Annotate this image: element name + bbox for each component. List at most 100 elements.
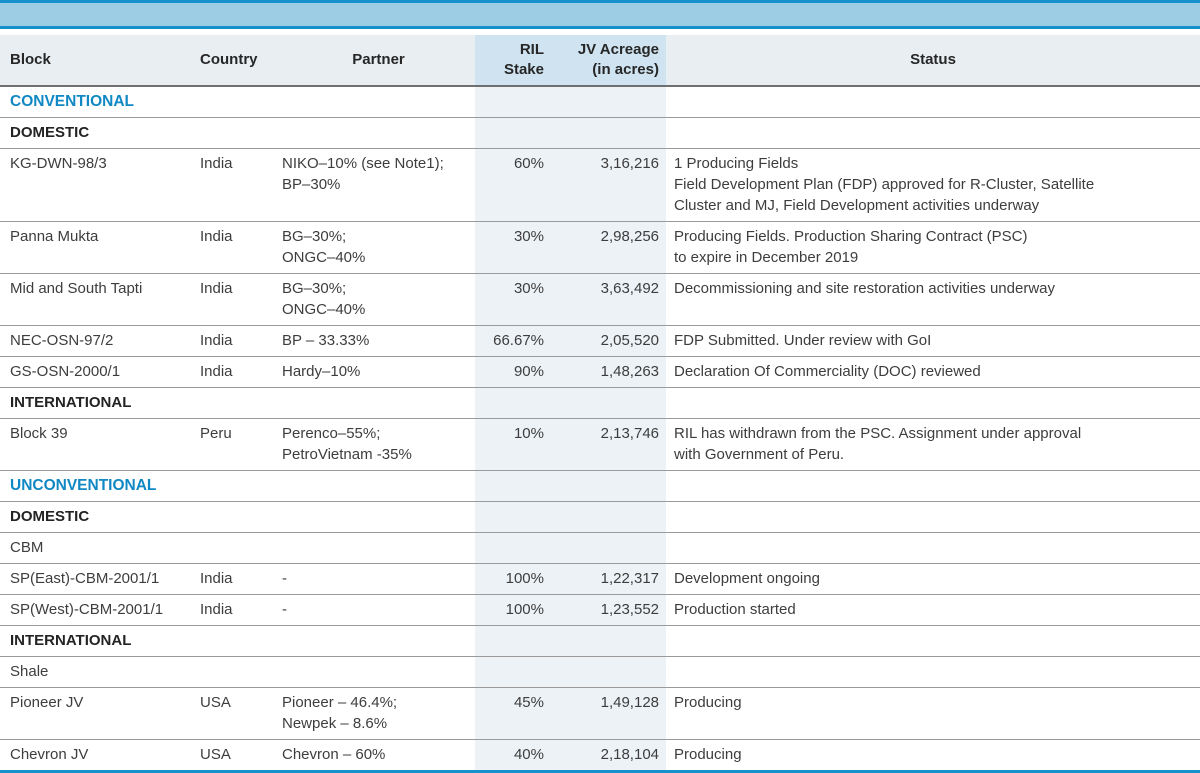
cell-partner: Pioneer – 46.4%; Newpek – 8.6% — [282, 687, 475, 740]
table-row: Chevron JV USA Chevron – 60% 40% 2,18,104 Pro… — [0, 739, 1200, 771]
cell-jv-acreage: 2,98,256 — [552, 221, 666, 274]
cell-ril-stake: 30% — [475, 273, 552, 326]
cell-ril-stake-line: 66.67% — [493, 332, 544, 349]
cell-ril-stake-line: 30% — [513, 280, 544, 297]
cell-country-line: USA — [200, 694, 231, 711]
cell-partner: - — [282, 563, 475, 595]
cell-status-line: Producing — [674, 746, 742, 763]
section-label-line: INTERNATIONAL — [10, 394, 132, 411]
cell-country: India — [197, 594, 282, 626]
cell-block-line: SP(West)-CBM-2001/1 — [10, 601, 164, 618]
cell-jv-acreage — [552, 470, 666, 502]
cell-partner-line: Newpek – 8.6% — [282, 715, 388, 732]
cell-status: Production started — [666, 594, 1200, 626]
section-label-line: UNCONVENTIONAL — [10, 477, 157, 494]
section-label: Shale — [0, 656, 475, 688]
cell-status — [666, 117, 1200, 149]
cell-status — [666, 470, 1200, 502]
cell-partner: Hardy–10% — [282, 356, 475, 388]
cell-country-line: India — [200, 280, 233, 297]
column-header-jv-acreage: JV Acreage (in acres) — [552, 35, 666, 87]
cell-block: SP(East)-CBM-2001/1 — [0, 563, 197, 595]
cell-status: FDP Submitted. Under review with GoI — [666, 325, 1200, 357]
cell-ril-stake: 10% — [475, 418, 552, 471]
cell-jv-acreage-line: 2,18,104 — [600, 746, 659, 763]
section-label: INTERNATIONAL — [0, 625, 475, 657]
cell-jv-acreage — [552, 86, 666, 118]
cell-ril-stake-line: 10% — [513, 425, 544, 442]
cell-jv-acreage-line: 1,48,263 — [600, 363, 659, 380]
cell-block-line: Mid and South Tapti — [10, 280, 143, 297]
cell-ril-stake: 60% — [475, 148, 552, 222]
table-row: SP(West)-CBM-2001/1 India - 100% 1,23,552 Pro… — [0, 594, 1200, 626]
jv-acreage-header-line1: JV Acreage — [577, 41, 659, 58]
section-label-line: CBM — [10, 539, 44, 556]
cell-block-line: Block 39 — [10, 425, 68, 442]
cell-status-line: FDP Submitted. Under review with GoI — [674, 332, 932, 349]
cell-ril-stake-line: 90% — [513, 363, 544, 380]
cell-status: 1 Producing Fields Field Development Plan… — [666, 148, 1200, 222]
cell-partner-line: BG–30%; — [282, 280, 347, 297]
cell-status-line: Field Development Plan (FDP) approved fo… — [674, 176, 1095, 193]
cell-partner-line: Hardy–10% — [282, 363, 361, 380]
cell-country-line: India — [200, 570, 233, 587]
cell-jv-acreage — [552, 532, 666, 564]
table-row: Mid and South Tapti India BG–30%; ONGC–40% 3… — [0, 273, 1200, 326]
cell-jv-acreage-line: 2,13,746 — [600, 425, 659, 442]
cell-country-line: USA — [200, 746, 231, 763]
cell-partner: BG–30%; ONGC–40% — [282, 273, 475, 326]
cell-ril-stake: 45% — [475, 687, 552, 740]
cell-status — [666, 532, 1200, 564]
cell-ril-stake: 40% — [475, 739, 552, 770]
cell-country: USA — [197, 687, 282, 740]
cell-ril-stake — [475, 625, 552, 657]
cell-ril-stake — [475, 501, 552, 533]
section-label: CBM — [0, 532, 475, 564]
cell-status-line: RIL has withdrawn from the PSC. Assignme… — [674, 425, 1082, 442]
cell-country: India — [197, 148, 282, 222]
cell-ril-stake: 90% — [475, 356, 552, 388]
cell-status-line: to expire in December 2019 — [674, 249, 859, 266]
cell-partner-line: - — [282, 601, 287, 618]
cell-partner-line: - — [282, 570, 287, 587]
cell-block: SP(West)-CBM-2001/1 — [0, 594, 197, 626]
cell-jv-acreage: 1,22,317 — [552, 563, 666, 595]
cell-partner-line: ONGC–40% — [282, 301, 366, 318]
cell-jv-acreage: 2,13,746 — [552, 418, 666, 471]
cell-jv-acreage-line: 1,22,317 — [600, 570, 659, 587]
cell-country: USA — [197, 740, 282, 771]
cell-status-line: 1 Producing Fields — [674, 155, 799, 172]
cell-ril-stake: 100% — [475, 563, 552, 595]
cell-status-line: Declaration Of Commerciality (DOC) revie… — [674, 363, 981, 380]
cell-status-line: Development ongoing — [674, 570, 820, 587]
section-label: DOMESTIC — [0, 117, 475, 149]
cell-block-line: GS-OSN-2000/1 — [10, 363, 121, 380]
section-label-line: CONVENTIONAL — [10, 93, 134, 110]
cell-ril-stake: 100% — [475, 594, 552, 626]
cell-block: KG-DWN-98/3 — [0, 148, 197, 222]
cell-partner-line: Perenco–55%; — [282, 425, 381, 442]
column-header-country: Country — [197, 35, 282, 87]
cell-status — [666, 501, 1200, 533]
cell-status — [666, 86, 1200, 118]
table-header-row: Block Country Partner RIL Stake JV Acrea… — [0, 35, 1200, 87]
cell-country: Peru — [197, 418, 282, 471]
cell-block: Block 39 — [0, 418, 197, 471]
cell-ril-stake — [475, 656, 552, 688]
table-row: Pioneer JV USA Pioneer – 46.4%; Newpek – 8.… — [0, 687, 1200, 740]
jv-acreage-header-line2: (in acres) — [592, 61, 659, 78]
cell-ril-stake — [475, 532, 552, 564]
cell-jv-acreage-line: 3,16,216 — [600, 155, 659, 172]
cell-country: India — [197, 221, 282, 274]
cell-country: India — [197, 356, 282, 388]
column-header-ril-stake: RIL Stake — [475, 35, 552, 87]
cell-country: India — [197, 563, 282, 595]
cell-block: NEC-OSN-97/2 — [0, 325, 197, 357]
column-header-partner: Partner — [282, 35, 475, 87]
cell-status: Producing Fields. Production Sharing Con… — [666, 221, 1200, 274]
cell-status: Development ongoing — [666, 563, 1200, 595]
table-row: GS-OSN-2000/1 India Hardy–10% 90% 1,48,263 De… — [0, 356, 1200, 388]
cell-partner-line: ONGC–40% — [282, 249, 366, 266]
cell-jv-acreage-line: 3,63,492 — [600, 280, 659, 297]
cell-status-line: with Government of Peru. — [674, 446, 845, 463]
